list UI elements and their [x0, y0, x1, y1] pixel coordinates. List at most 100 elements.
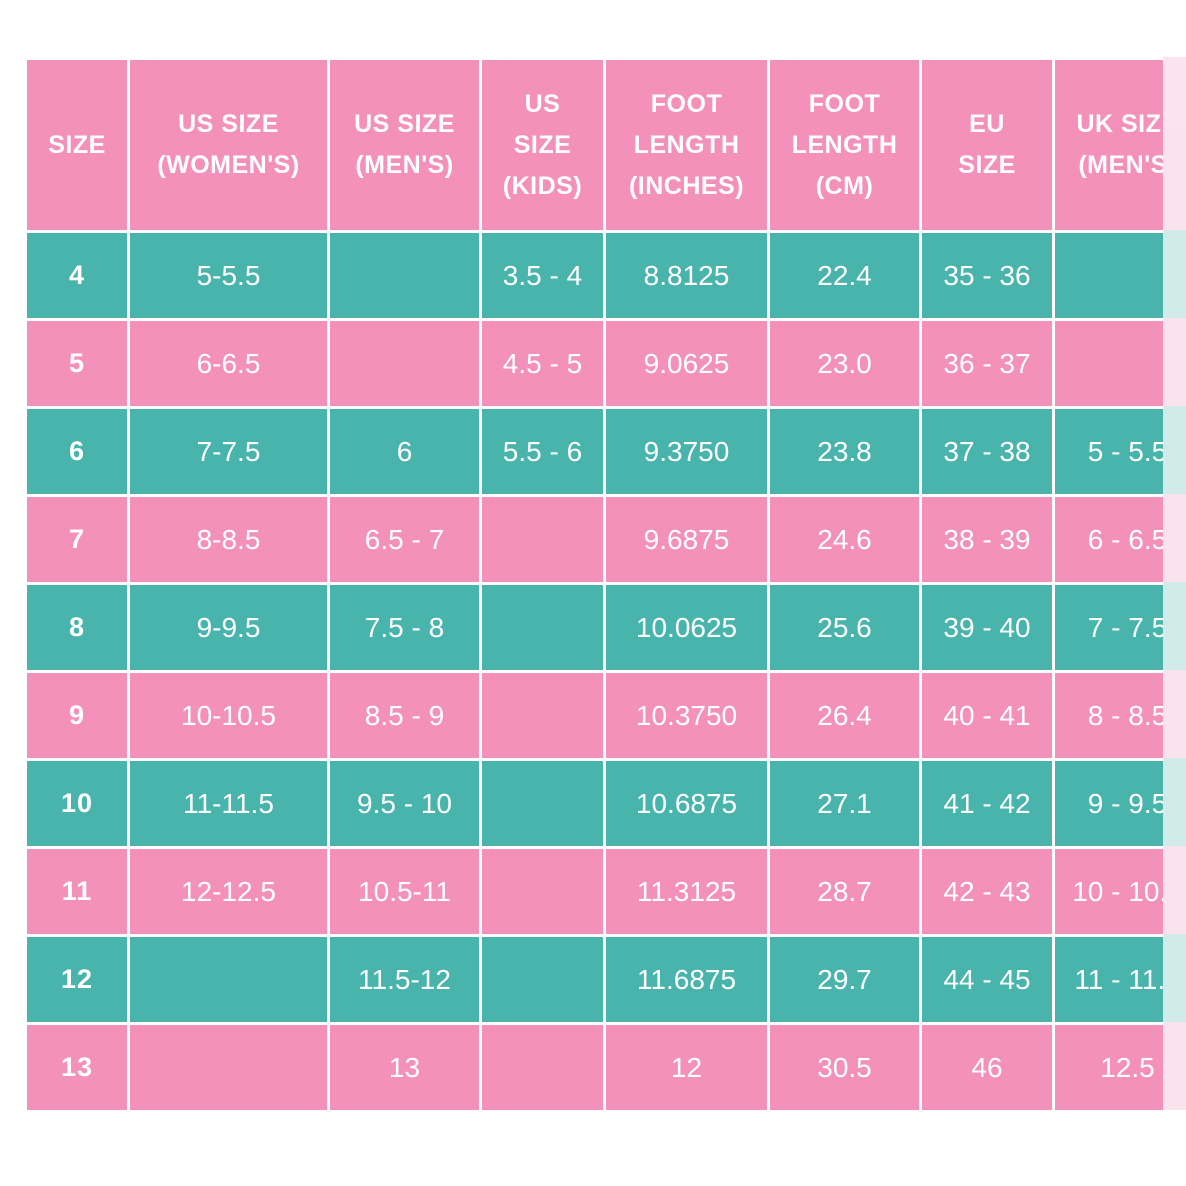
- size-cell: 13: [24, 1022, 130, 1113]
- data-cell-uk-size-men-s: 12.5: [1052, 1022, 1163, 1113]
- data-cell-us-size-men-s: [327, 318, 482, 409]
- data-cell-us-size-kids: [479, 670, 606, 761]
- data-cell-foot-length-inches: 10.0625: [603, 582, 770, 673]
- table-row-size-13: 13 13 12 30.5 46 12.5: [24, 1022, 1163, 1113]
- data-cell-us-size-women-s: 12-12.5: [127, 846, 330, 937]
- data-cell-us-size-women-s: 11-11.5: [127, 758, 330, 849]
- data-cell-foot-length-cm: 22.4: [767, 230, 922, 321]
- data-cell-us-size-kids: [479, 1022, 606, 1113]
- data-cell-foot-length-cm: 27.1: [767, 758, 922, 849]
- column-header-foot-length-cm: FOOT LENGTH (CM): [767, 57, 922, 233]
- table-row-size-7: 7 8-8.5 6.5 - 7 9.6875 24.6 38 - 39 6 - 6.5: [24, 494, 1163, 585]
- data-cell-us-size-men-s: 6.5 - 7: [327, 494, 482, 585]
- data-cell-eu-size: 37 - 38: [919, 406, 1055, 497]
- data-cell-foot-length-inches: 9.3750: [603, 406, 770, 497]
- data-cell-us-size-men-s: 6: [327, 406, 482, 497]
- data-cell-uk-size-men-s: 7 - 7.5: [1052, 582, 1163, 673]
- column-header-size: SIZE: [24, 57, 130, 233]
- data-cell-foot-length-cm: 23.0: [767, 318, 922, 409]
- shoe-size-conversion-table: SIZE US SIZE (WOMEN'S) US SIZE (MEN'S) US SIZE…: [24, 57, 1163, 1113]
- data-cell-eu-size: 40 - 41: [919, 670, 1055, 761]
- data-cell-foot-length-cm: 30.5: [767, 1022, 922, 1113]
- data-cell-foot-length-cm: 26.4: [767, 670, 922, 761]
- data-cell-eu-size: 42 - 43: [919, 846, 1055, 937]
- data-cell-eu-size: 38 - 39: [919, 494, 1055, 585]
- data-cell-foot-length-cm: 23.8: [767, 406, 922, 497]
- data-cell-eu-size: 35 - 36: [919, 230, 1055, 321]
- data-cell-us-size-kids: 5.5 - 6: [479, 406, 606, 497]
- column-header-us-size-kids: US SIZE (KIDS): [479, 57, 606, 233]
- data-cell-us-size-kids: 4.5 - 5: [479, 318, 606, 409]
- data-cell-us-size-kids: [479, 758, 606, 849]
- data-cell-us-size-women-s: 8-8.5: [127, 494, 330, 585]
- data-cell-us-size-men-s: 9.5 - 10: [327, 758, 482, 849]
- data-cell-foot-length-cm: 24.6: [767, 494, 922, 585]
- data-cell-us-size-kids: [479, 494, 606, 585]
- data-cell-foot-length-cm: 29.7: [767, 934, 922, 1025]
- data-cell-eu-size: 41 - 42: [919, 758, 1055, 849]
- data-cell-foot-length-inches: 11.3125: [603, 846, 770, 937]
- data-cell-us-size-men-s: 10.5-11: [327, 846, 482, 937]
- size-cell: 4: [24, 230, 130, 321]
- data-cell-us-size-men-s: 11.5-12: [327, 934, 482, 1025]
- data-cell-eu-size: 39 - 40: [919, 582, 1055, 673]
- column-header-us-size-women-s: US SIZE (WOMEN'S): [127, 57, 330, 233]
- data-cell-foot-length-inches: 10.3750: [603, 670, 770, 761]
- data-cell-uk-size-men-s: 6 - 6.5: [1052, 494, 1163, 585]
- data-cell-foot-length-cm: 25.6: [767, 582, 922, 673]
- data-cell-eu-size: 36 - 37: [919, 318, 1055, 409]
- table-row-size-5: 5 6-6.5 4.5 - 5 9.0625 23.0 36 - 37: [24, 318, 1163, 409]
- size-cell: 11: [24, 846, 130, 937]
- size-cell: 10: [24, 758, 130, 849]
- data-cell-us-size-women-s: [127, 934, 330, 1025]
- data-cell-uk-size-men-s: [1052, 318, 1163, 409]
- data-cell-uk-size-men-s: [1052, 230, 1163, 321]
- size-cell: 5: [24, 318, 130, 409]
- data-cell-us-size-women-s: [127, 1022, 330, 1113]
- data-cell-foot-length-inches: 8.8125: [603, 230, 770, 321]
- table-row-size-4: 4 5-5.5 3.5 - 4 8.8125 22.4 35 - 36: [24, 230, 1163, 321]
- data-cell-us-size-men-s: [327, 230, 482, 321]
- data-cell-uk-size-men-s: 5 - 5.5: [1052, 406, 1163, 497]
- data-cell-eu-size: 44 - 45: [919, 934, 1055, 1025]
- column-header-uk-size-men-s: UK SIZE(MEN'S): [1052, 57, 1163, 233]
- data-cell-us-size-women-s: 10-10.5: [127, 670, 330, 761]
- data-cell-us-size-women-s: 9-9.5: [127, 582, 330, 673]
- data-cell-us-size-kids: [479, 582, 606, 673]
- table-row-size-9: 9 10-10.5 8.5 - 9 10.3750 26.4 40 - 41 8 - 8.5: [24, 670, 1163, 761]
- data-cell-us-size-women-s: 5-5.5: [127, 230, 330, 321]
- data-cell-foot-length-inches: 9.0625: [603, 318, 770, 409]
- size-cell: 7: [24, 494, 130, 585]
- data-cell-foot-length-inches: 11.6875: [603, 934, 770, 1025]
- data-cell-us-size-women-s: 7-7.5: [127, 406, 330, 497]
- data-cell-us-size-kids: 3.5 - 4: [479, 230, 606, 321]
- data-cell-uk-size-men-s: 8 - 8.5: [1052, 670, 1163, 761]
- table-row-size-6: 6 7-7.5 6 5.5 - 6 9.3750 23.8 37 - 38 5 - 5.5: [24, 406, 1163, 497]
- data-cell-us-size-men-s: 7.5 - 8: [327, 582, 482, 673]
- data-cell-foot-length-inches: 9.6875: [603, 494, 770, 585]
- data-cell-us-size-men-s: 8.5 - 9: [327, 670, 482, 761]
- column-header-foot-length-inches: FOOT LENGTH (INCHES): [603, 57, 770, 233]
- size-cell: 12: [24, 934, 130, 1025]
- size-cell: 6: [24, 406, 130, 497]
- header-row: SIZE US SIZE (WOMEN'S) US SIZE (MEN'S) US SIZE…: [24, 57, 1163, 233]
- data-cell-uk-size-men-s: 11 - 11.5: [1052, 934, 1163, 1025]
- data-cell-us-size-men-s: 13: [327, 1022, 482, 1113]
- table-clip-region: SIZE US SIZE (WOMEN'S) US SIZE (MEN'S) US SIZE…: [24, 57, 1163, 1113]
- column-header-eu-size: EU SIZE: [919, 57, 1055, 233]
- table-row-size-8: 8 9-9.5 7.5 - 8 10.0625 25.6 39 - 40 7 - 7.5: [24, 582, 1163, 673]
- table-row-size-10: 10 11-11.5 9.5 - 10 10.6875 27.1 41 - 42 9 - 9…: [24, 758, 1163, 849]
- data-cell-us-size-kids: [479, 846, 606, 937]
- data-cell-us-size-women-s: 6-6.5: [127, 318, 330, 409]
- data-cell-foot-length-cm: 28.7: [767, 846, 922, 937]
- data-cell-us-size-kids: [479, 934, 606, 1025]
- table-row-size-11: 11 12-12.5 10.5-11 11.3125 28.7 42 - 43 10 - 1…: [24, 846, 1163, 937]
- table-cutoff-ghost: [1163, 57, 1186, 1113]
- table-body: 4 5-5.5 3.5 - 4 8.8125 22.4 35 - 36 5 6-6.5 4.5 …: [24, 230, 1163, 1113]
- table-header: SIZE US SIZE (WOMEN'S) US SIZE (MEN'S) US SIZE…: [24, 57, 1163, 233]
- size-cell: 9: [24, 670, 130, 761]
- data-cell-foot-length-inches: 10.6875: [603, 758, 770, 849]
- size-cell: 8: [24, 582, 130, 673]
